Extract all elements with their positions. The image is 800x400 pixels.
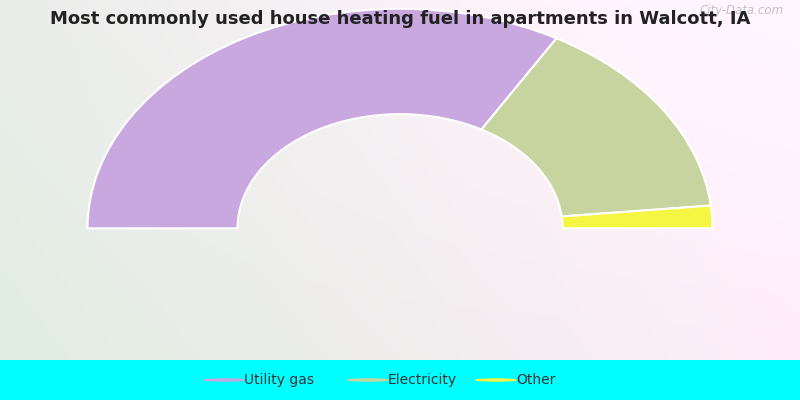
Wedge shape	[87, 9, 557, 228]
Circle shape	[348, 379, 388, 381]
Text: Utility gas: Utility gas	[244, 373, 314, 387]
Text: City-Data.com: City-Data.com	[700, 4, 784, 17]
Circle shape	[476, 379, 516, 381]
Circle shape	[204, 379, 244, 381]
Text: Most commonly used house heating fuel in apartments in Walcott, IA: Most commonly used house heating fuel in…	[50, 10, 750, 28]
Text: Electricity: Electricity	[388, 373, 457, 387]
Text: Other: Other	[516, 373, 555, 387]
Wedge shape	[562, 206, 713, 228]
Wedge shape	[482, 38, 711, 216]
